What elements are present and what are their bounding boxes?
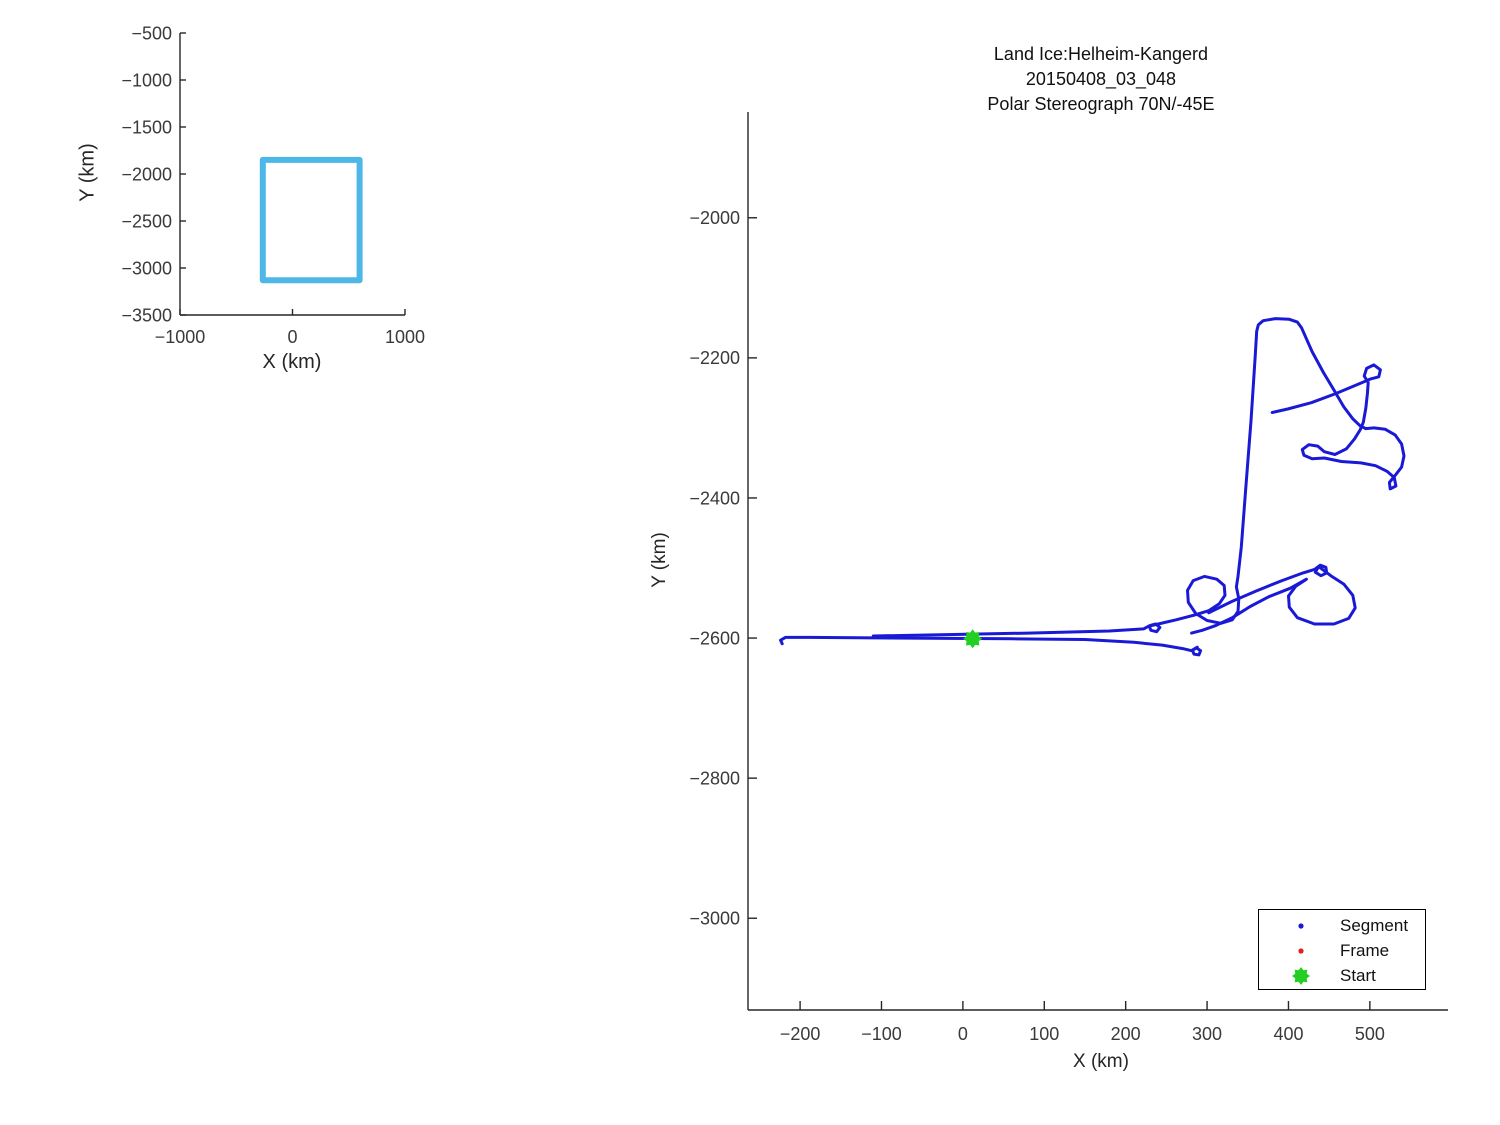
legend-row-segment: Segment <box>1259 913 1425 938</box>
main-x-tick-label: 400 <box>1273 1024 1303 1044</box>
segment-dot-glyph <box>1298 922 1304 929</box>
frame-marker-icon <box>1298 947 1304 954</box>
main-x-tick-label: 0 <box>958 1024 968 1044</box>
track-segment-line <box>871 317 1406 638</box>
inset-y-tick-label: −2000 <box>121 164 172 184</box>
main-x-tick-label: −200 <box>780 1024 821 1044</box>
legend: Segment Frame Start <box>1258 909 1426 990</box>
main-x-tick-label: 500 <box>1355 1024 1385 1044</box>
main-plot-title: Land Ice:Helheim-Kangerd 20150408_03_048… <box>851 42 1351 117</box>
legend-label-frame: Frame <box>1340 940 1390 960</box>
track-segment-line <box>1190 563 1357 635</box>
inset-y-axis-label: Y (km) <box>76 143 99 202</box>
legend-row-start: Start <box>1259 963 1425 988</box>
legend-label-start: Start <box>1340 965 1376 985</box>
inset-y-tick-label: −3000 <box>121 258 172 278</box>
main-x-tick-label: −100 <box>861 1024 902 1044</box>
title-line-2: 20150408_03_048 <box>1025 69 1177 89</box>
start-star-glyph <box>1292 966 1310 985</box>
inset-y-tick-label: −500 <box>131 23 172 43</box>
legend-row-frame: Frame <box>1259 938 1425 963</box>
main-x-tick-label: 100 <box>1029 1024 1059 1044</box>
track-segment-line <box>779 635 1203 657</box>
title-line-1: Land Ice:Helheim-Kangerd <box>993 44 1209 64</box>
main-y-tick-label: −2800 <box>689 768 740 788</box>
legend-label-segment: Segment <box>1340 915 1409 935</box>
main-y-tick-label: −2400 <box>689 488 740 508</box>
main-x-tick-label: 300 <box>1192 1024 1222 1044</box>
inset-x-tick-label: 0 <box>287 327 297 347</box>
inset-y-tick-label: −1000 <box>121 70 172 90</box>
frame-dot-glyph <box>1298 947 1304 954</box>
inset-y-tick-label: −2500 <box>121 211 172 231</box>
start-marker <box>963 629 983 649</box>
main-y-tick-label: −3000 <box>689 909 740 929</box>
main-axes: −200 −100 0 100 200 300 400 500 −2000 −2200 −2400 −… <box>689 112 1448 1044</box>
segment-marker-icon <box>1298 922 1304 929</box>
main-y-tick-label: −2000 <box>689 208 740 228</box>
inset-y-tick-label: −3500 <box>121 305 172 325</box>
inset-coverage-box <box>259 156 363 284</box>
title-line-3: Polar Stereograph 70N/-45E <box>987 94 1215 114</box>
inset-x-axis-label: X (km) <box>262 351 322 373</box>
main-y-tick-label: −2600 <box>689 628 740 648</box>
inset-x-tick-label: −1000 <box>155 327 206 347</box>
start-marker-icon <box>1292 966 1310 985</box>
inset-y-tick-label: −1500 <box>121 117 172 137</box>
flight-track <box>779 317 1406 657</box>
main-x-axis-label: X (km) <box>1073 1051 1129 1072</box>
main-y-axis-label: Y (km) <box>649 532 670 588</box>
main-x-tick-label: 200 <box>1111 1024 1141 1044</box>
inset-axes: −1000 0 1000 −500 −1000 −1500 −2000 −2500 −3000 −… <box>121 23 425 347</box>
main-y-tick-label: −2200 <box>689 348 740 368</box>
inset-x-tick-label: 1000 <box>385 327 425 347</box>
